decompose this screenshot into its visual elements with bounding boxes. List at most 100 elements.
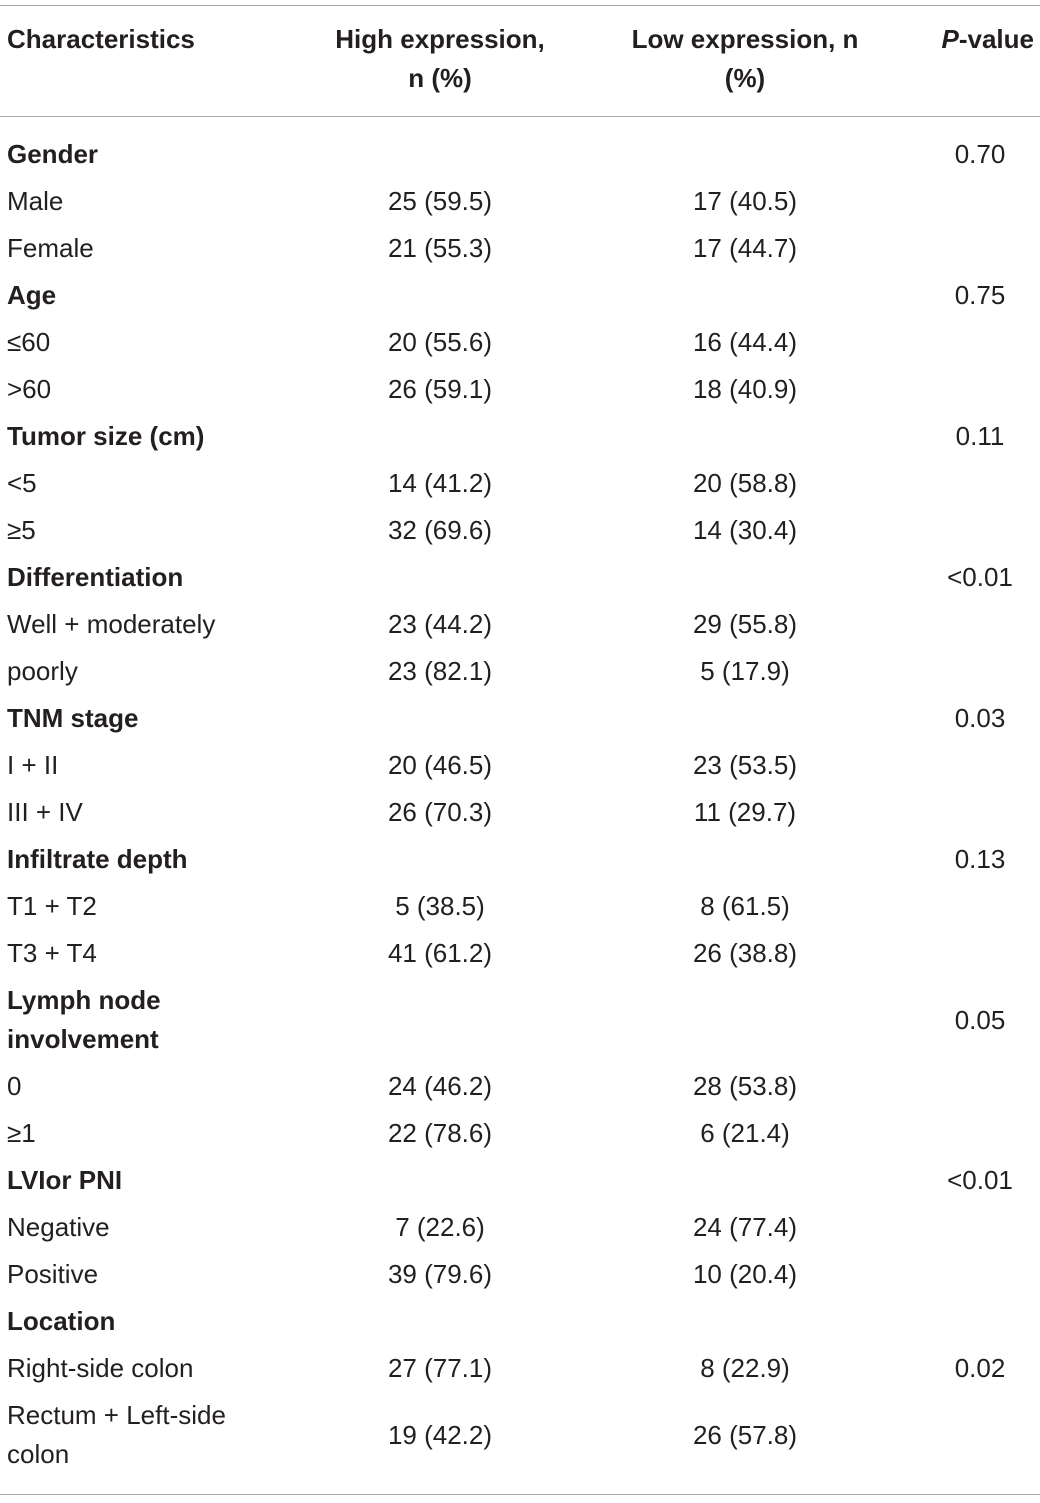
- cell: <0.01: [947, 1165, 1013, 1195]
- cell: [900, 1251, 1040, 1298]
- cell: [900, 507, 1040, 554]
- cell: 24 (46.2): [387, 1071, 493, 1101]
- cell: Differentiation: [7, 562, 184, 592]
- cell: [900, 883, 1040, 930]
- cell: 14 (30.4): [692, 515, 798, 545]
- cell: 21 (55.3): [387, 233, 493, 263]
- cell: 5 (17.9): [700, 656, 790, 686]
- cell: 5 (38.5): [395, 891, 485, 921]
- cell: 19 (42.2): [387, 1419, 493, 1450]
- cell: [590, 1298, 900, 1345]
- cell: [590, 117, 900, 179]
- cell: T3 + T4: [7, 938, 97, 968]
- cell: [900, 366, 1040, 413]
- data-row: Male 25 (59.5) 17 (40.5): [0, 178, 1040, 225]
- data-row: <5 14 (41.2) 20 (58.8): [0, 460, 1040, 507]
- section-row: LVIor PNI <0.01: [0, 1157, 1040, 1204]
- cell: 24 (77.4): [692, 1212, 798, 1242]
- cell: Gender: [7, 139, 99, 169]
- cell: Right-side colon: [7, 1353, 194, 1383]
- cell: [290, 117, 590, 179]
- table-header: Characteristics High expression, n (%) L…: [0, 5, 1040, 117]
- cell: 6 (21.4): [700, 1118, 790, 1148]
- cell: 20 (55.6): [387, 327, 493, 357]
- cell: [590, 1157, 900, 1204]
- data-row: Female 21 (55.3) 17 (44.7): [0, 225, 1040, 272]
- cell: 23 (53.5): [692, 750, 798, 780]
- data-row: Negative 7 (22.6) 24 (77.4): [0, 1204, 1040, 1251]
- cell: 25 (59.5): [387, 186, 493, 216]
- cell: 26 (70.3): [387, 797, 493, 827]
- cell: [900, 930, 1040, 977]
- section-row: Lymph node involvement 0.05: [0, 977, 1040, 1063]
- section-row: Gender 0.70: [0, 117, 1040, 179]
- cell: Tumor size (cm): [7, 421, 205, 451]
- cell: T1 + T2: [7, 891, 97, 921]
- cell: 23 (82.1): [387, 656, 493, 686]
- cell: 0.75: [954, 280, 1006, 310]
- data-row: III + IV 26 (70.3) 11 (29.7): [0, 789, 1040, 836]
- cell: Infiltrate depth: [7, 844, 188, 874]
- cell: [900, 225, 1040, 272]
- cell: [900, 1204, 1040, 1251]
- data-row: ≥5 32 (69.6) 14 (30.4): [0, 507, 1040, 554]
- cell: [290, 977, 590, 1063]
- data-row: I + II 20 (46.5) 23 (53.5): [0, 742, 1040, 789]
- cell: [590, 977, 900, 1063]
- cell: [900, 742, 1040, 789]
- data-row: >60 26 (59.1) 18 (40.9): [0, 366, 1040, 413]
- data-table: Characteristics High expression, n (%) L…: [0, 5, 1040, 1495]
- header-cell: High expression, n (%): [335, 24, 545, 93]
- cell: 41 (61.2): [387, 938, 493, 968]
- cell: [900, 1063, 1040, 1110]
- cell: ≤60: [7, 327, 51, 357]
- cell: [900, 601, 1040, 648]
- cell: 10 (20.4): [692, 1259, 798, 1289]
- section-row: Infiltrate depth 0.13: [0, 836, 1040, 883]
- table-body: Gender 0.70 Male 25 (59.5) 17 (40.5) Female 21…: [0, 117, 1040, 1495]
- cell: LVIor PNI: [7, 1165, 123, 1195]
- cell: 16 (44.4): [692, 327, 798, 357]
- cell: 26 (59.1): [387, 374, 493, 404]
- header-cell: Characteristics: [7, 24, 195, 54]
- cell: Location: [7, 1306, 116, 1336]
- header-row: Characteristics High expression, n (%) L…: [0, 5, 1040, 117]
- cell: 17 (44.7): [692, 233, 798, 263]
- cell: Rectum + Left-side colon: [7, 1400, 226, 1469]
- cell: [900, 648, 1040, 695]
- cell: 26 (38.8): [692, 938, 798, 968]
- cell: 18 (40.9): [692, 374, 798, 404]
- cell: Negative: [7, 1212, 110, 1242]
- cell: [590, 554, 900, 601]
- cell: >60: [7, 374, 52, 404]
- cell: [900, 1298, 1040, 1345]
- section-row: Tumor size (cm) 0.11: [0, 413, 1040, 460]
- cell: [900, 789, 1040, 836]
- cell: ≥5: [7, 515, 36, 545]
- cell: 8 (61.5): [700, 891, 790, 921]
- cell: 0.11: [955, 421, 1005, 451]
- cell: [590, 836, 900, 883]
- cell: 11 (29.7): [693, 797, 797, 827]
- cell: [290, 1298, 590, 1345]
- cell: [290, 272, 590, 319]
- data-row: Positive 39 (79.6) 10 (20.4): [0, 1251, 1040, 1298]
- section-row: Differentiation <0.01: [0, 554, 1040, 601]
- header-cell: Low expression, n (%): [631, 24, 859, 93]
- cell: 0: [7, 1071, 22, 1101]
- cell: [290, 695, 590, 742]
- data-row: poorly 23 (82.1) 5 (17.9): [0, 648, 1040, 695]
- data-row: Rectum + Left-side colon 19 (42.2) 26 (57.…: [0, 1392, 1040, 1495]
- cell: 39 (79.6): [387, 1259, 493, 1289]
- cell: 22 (78.6): [387, 1118, 493, 1148]
- cell: poorly: [7, 656, 78, 686]
- cell: Male: [7, 186, 64, 216]
- cell: <5: [7, 468, 37, 498]
- data-row: Right-side colon 27 (77.1) 8 (22.9) 0.02: [0, 1345, 1040, 1392]
- cell: III + IV: [7, 797, 83, 827]
- cell: Positive: [7, 1259, 99, 1289]
- cell: 14 (41.2): [387, 468, 493, 498]
- cell: [290, 836, 590, 883]
- cell: [290, 1157, 590, 1204]
- cell: I + II: [7, 750, 59, 780]
